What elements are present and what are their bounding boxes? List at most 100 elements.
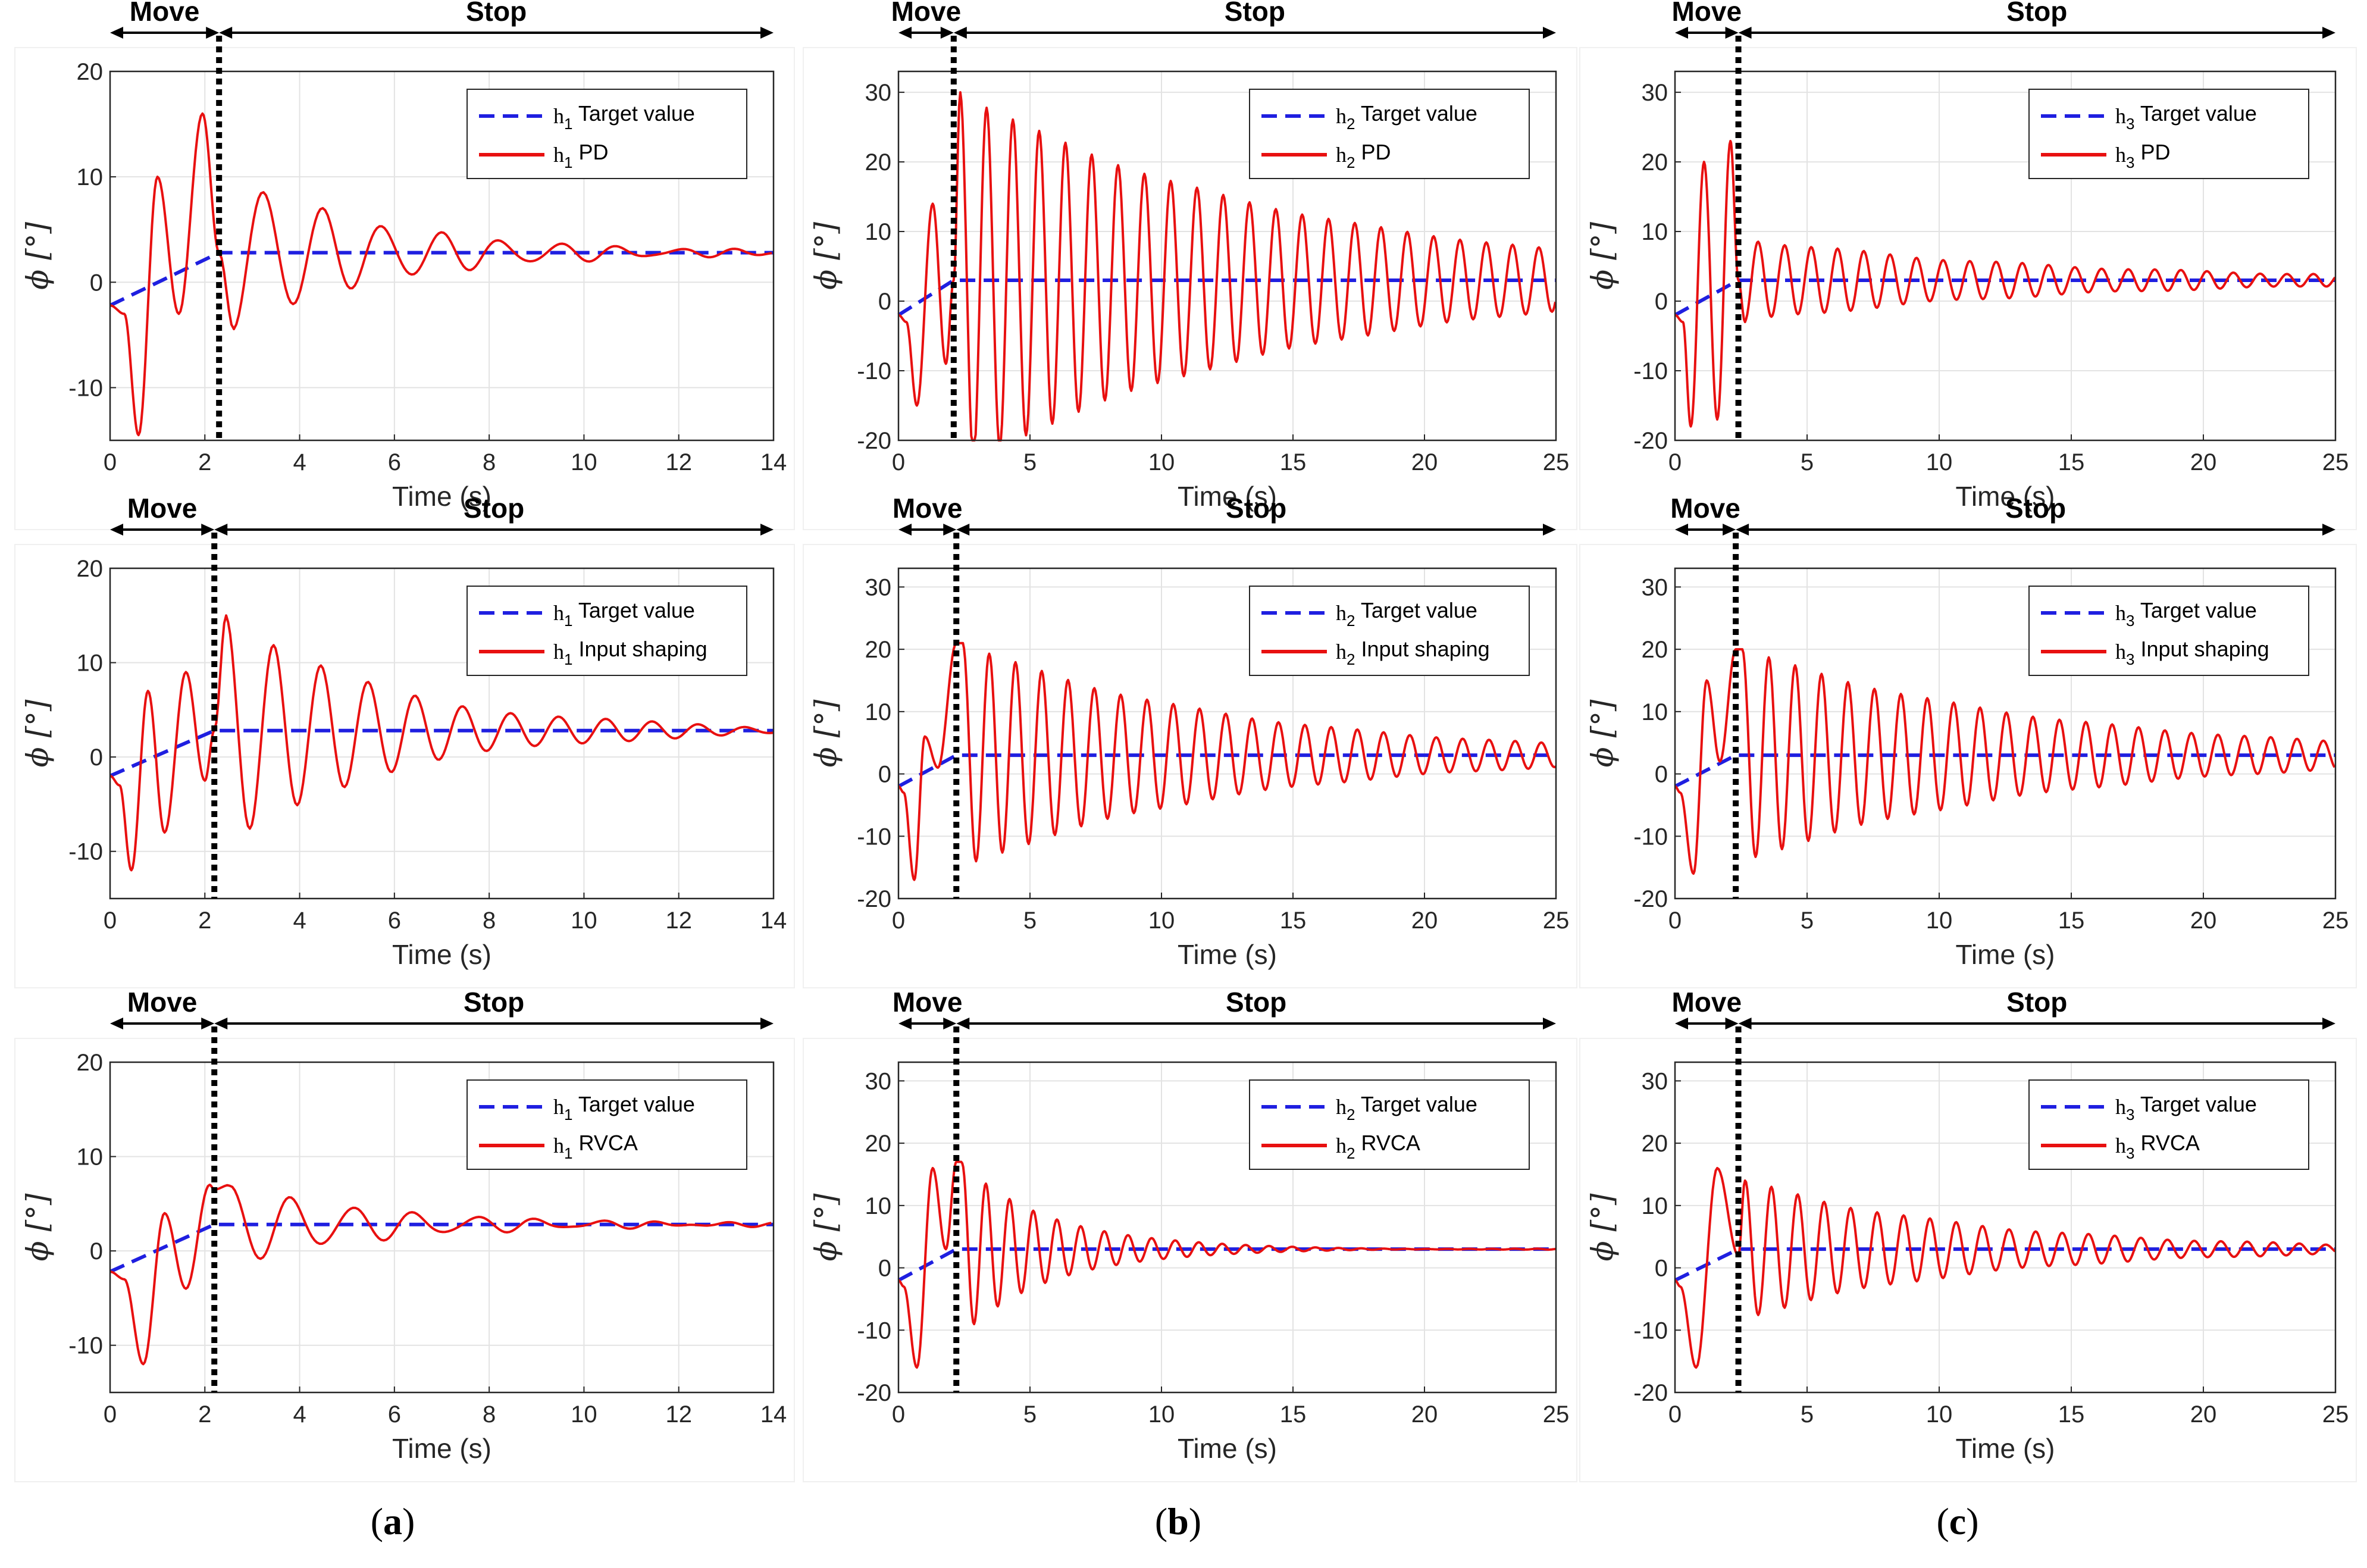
legend-box [466, 89, 747, 179]
series-response-line [897, 641, 1557, 881]
tick-label-x: 15 [2058, 449, 2085, 475]
move-label: Move [1670, 493, 1740, 524]
legend-label-response: h1 Input shaping [553, 637, 707, 668]
stop-arrow-head-left [1736, 524, 1749, 536]
move-arrow-head-left [1675, 1018, 1688, 1029]
tick-label-x: 0 [892, 907, 905, 934]
stop-arrow-head-right [1543, 1018, 1556, 1029]
tick-label-y: -10 [1633, 824, 1668, 850]
panel-frame [1579, 544, 2357, 988]
tick-label-x: 6 [388, 449, 401, 475]
tick-label-y: 30 [1642, 1068, 1668, 1094]
tick-label-y: -10 [857, 824, 891, 850]
tick-label-x: 25 [1543, 449, 1570, 475]
legend-box [2028, 586, 2309, 676]
tick-label-x: 2 [198, 1401, 211, 1428]
tick-label-x: 20 [1411, 907, 1438, 934]
tick-label-y: 10 [77, 1144, 104, 1170]
axes-box [897, 1061, 1557, 1394]
tick-label-y: 30 [1642, 574, 1668, 600]
stop-label: Stop [464, 987, 524, 1018]
tick-label-x: 0 [892, 449, 905, 475]
legend-box [466, 586, 747, 676]
stop-label: Stop [2005, 493, 2066, 524]
move-label: Move [1671, 987, 1742, 1018]
panel-frame [1579, 1038, 2357, 1482]
tick-label-x: 8 [483, 1401, 496, 1428]
tick-label-x: 12 [665, 449, 692, 475]
tick-label-y: 10 [1642, 699, 1668, 725]
stop-label: Stop [2006, 0, 2067, 27]
stop-label: Stop [1226, 493, 1286, 524]
chart-h3-rvca: 0 5 10 15 20 25 -20 -10 0 10 20 30 Move Stop Time (s) ϕ… [1579, 987, 2357, 1482]
series-response-line [109, 112, 772, 437]
legend-label-target: h3 Target value [2115, 1092, 2257, 1123]
tick-label-x: 25 [1543, 1401, 1570, 1428]
tick-label-x: 10 [1148, 449, 1175, 475]
tick-label-y: 20 [865, 1131, 892, 1157]
subfigure-label-b: (b) [1154, 1500, 1202, 1542]
move-arrow-head-right [943, 1018, 957, 1029]
move-arrow-head-left [1675, 27, 1688, 39]
y-axis-label: ϕ [°] [1585, 222, 1620, 290]
legend-label-response: h2 PD [1336, 140, 1391, 171]
tick-label-y: -10 [1633, 1317, 1668, 1344]
tick-label-y: -20 [857, 428, 891, 454]
tick-label-x: 10 [1148, 1401, 1175, 1428]
tick-label-x: 20 [1411, 1401, 1438, 1428]
tick-label-y: -10 [68, 839, 103, 865]
tick-label-y: 10 [865, 1193, 892, 1219]
tick-label-x: 20 [2190, 449, 2217, 475]
stop-arrow-head-right [760, 27, 774, 39]
legend-label-target: h3 Target value [2115, 101, 2257, 133]
move-label: Move [891, 0, 962, 27]
series-response-line [897, 91, 1557, 442]
move-arrow-head-left [898, 1018, 912, 1029]
stop-arrow-head-right [1543, 27, 1556, 39]
move-arrow-head-left [1675, 524, 1688, 536]
legend-box [2028, 89, 2309, 179]
tick-label-x: 25 [1543, 907, 1570, 934]
legend-label-response: h2 RVCA [1336, 1131, 1420, 1162]
subfigure-label-a: (a) [370, 1500, 415, 1542]
tick-label-y: -10 [857, 358, 891, 384]
y-axis-label: ϕ [°] [809, 699, 843, 767]
move-label: Move [127, 493, 198, 524]
tick-label-y: -20 [857, 886, 891, 912]
panel-frame [14, 544, 795, 988]
tick-label-y: 10 [77, 650, 104, 677]
tick-label-y: -20 [857, 1380, 891, 1406]
legend-label-response: h3 PD [2115, 140, 2170, 171]
x-axis-label: Time (s) [1178, 1433, 1277, 1464]
x-axis-label: Time (s) [392, 481, 491, 512]
stop-arrow-head-left [1738, 27, 1752, 39]
stop-arrow-head-left [956, 524, 970, 536]
tick-label-x: 12 [665, 1401, 692, 1428]
move-arrow-head-right [1725, 1018, 1739, 1029]
move-label: Move [127, 987, 198, 1018]
subfigure-label-c: (c) [1936, 1500, 1979, 1542]
tick-label-y: 0 [1655, 289, 1668, 315]
tick-label-x: 0 [104, 1401, 117, 1428]
tick-label-x: 0 [1668, 449, 1682, 475]
y-axis-label: ϕ [°] [20, 699, 55, 767]
chart-h1-rvca: 0 2 4 6 8 10 12 14 -10 0 10 20 Move Stop Time (s) ϕ [°]… [14, 987, 795, 1482]
tick-label-x: 25 [2322, 449, 2349, 475]
tick-label-y: 0 [90, 744, 103, 771]
tick-label-x: 4 [293, 449, 306, 475]
legend-label-target: h3 Target value [2115, 598, 2257, 630]
axes-box [109, 1061, 775, 1394]
stop-arrow-head-right [2322, 524, 2335, 536]
axes-box [109, 567, 775, 900]
legend-box [466, 1079, 747, 1170]
tick-label-y: 10 [77, 164, 104, 190]
axes-box [1674, 1061, 2337, 1394]
panel-frame [803, 1038, 1577, 1482]
tick-label-y: -10 [68, 1333, 103, 1359]
axes-box [1674, 567, 2337, 900]
tick-label-x: 10 [571, 1401, 597, 1428]
tick-label-x: 10 [1148, 907, 1175, 934]
legend-label-target: h2 Target value [1336, 598, 1477, 630]
